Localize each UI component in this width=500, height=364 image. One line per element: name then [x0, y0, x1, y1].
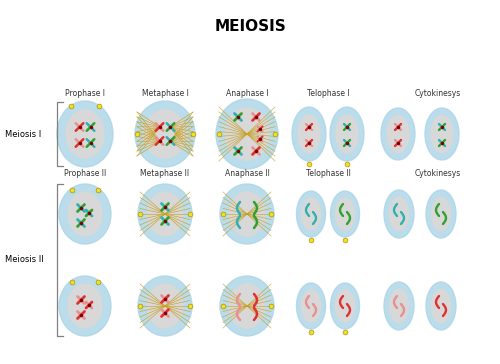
Ellipse shape: [384, 282, 414, 330]
Text: Meiosis I: Meiosis I: [5, 130, 41, 138]
Ellipse shape: [431, 115, 453, 153]
Ellipse shape: [302, 290, 320, 322]
Ellipse shape: [68, 192, 102, 236]
Text: MEIOSIS: MEIOSIS: [214, 19, 286, 34]
Ellipse shape: [432, 289, 450, 323]
Ellipse shape: [292, 107, 326, 161]
Ellipse shape: [135, 101, 195, 167]
Ellipse shape: [426, 190, 456, 238]
Ellipse shape: [216, 99, 278, 169]
Ellipse shape: [229, 284, 265, 328]
Text: Prophase I: Prophase I: [65, 89, 105, 98]
Text: Prophase II: Prophase II: [64, 169, 106, 178]
Ellipse shape: [381, 108, 415, 160]
Ellipse shape: [330, 283, 360, 329]
Ellipse shape: [330, 107, 364, 161]
Ellipse shape: [296, 283, 326, 329]
Ellipse shape: [426, 282, 456, 330]
Text: Anaphase II: Anaphase II: [224, 169, 270, 178]
Text: Metaphase I: Metaphase I: [142, 89, 188, 98]
Text: Telophase I: Telophase I: [306, 89, 350, 98]
Ellipse shape: [147, 284, 183, 328]
Ellipse shape: [336, 198, 354, 230]
Ellipse shape: [384, 190, 414, 238]
Ellipse shape: [220, 276, 274, 336]
Ellipse shape: [387, 115, 409, 153]
Ellipse shape: [68, 284, 102, 328]
Ellipse shape: [336, 290, 354, 322]
Ellipse shape: [59, 184, 111, 244]
Ellipse shape: [147, 192, 183, 236]
Ellipse shape: [432, 198, 450, 230]
Text: Telophase II: Telophase II: [306, 169, 350, 178]
Text: Cytokinesys: Cytokinesys: [415, 89, 461, 98]
Ellipse shape: [298, 115, 320, 153]
Ellipse shape: [138, 184, 192, 244]
Ellipse shape: [336, 115, 358, 153]
Ellipse shape: [220, 184, 274, 244]
Ellipse shape: [225, 108, 269, 160]
Ellipse shape: [390, 289, 408, 323]
Ellipse shape: [302, 198, 320, 230]
Text: Cytokinesys: Cytokinesys: [415, 169, 461, 178]
Text: Anaphase I: Anaphase I: [226, 89, 268, 98]
Ellipse shape: [138, 276, 192, 336]
Ellipse shape: [330, 191, 360, 237]
Ellipse shape: [59, 276, 111, 336]
Ellipse shape: [296, 191, 326, 237]
Text: Metaphase II: Metaphase II: [140, 169, 190, 178]
Ellipse shape: [144, 110, 186, 158]
Text: Meiosis II: Meiosis II: [5, 256, 44, 265]
Ellipse shape: [66, 110, 104, 158]
Ellipse shape: [390, 198, 408, 230]
Ellipse shape: [57, 101, 113, 167]
Ellipse shape: [425, 108, 459, 160]
Ellipse shape: [229, 192, 265, 236]
